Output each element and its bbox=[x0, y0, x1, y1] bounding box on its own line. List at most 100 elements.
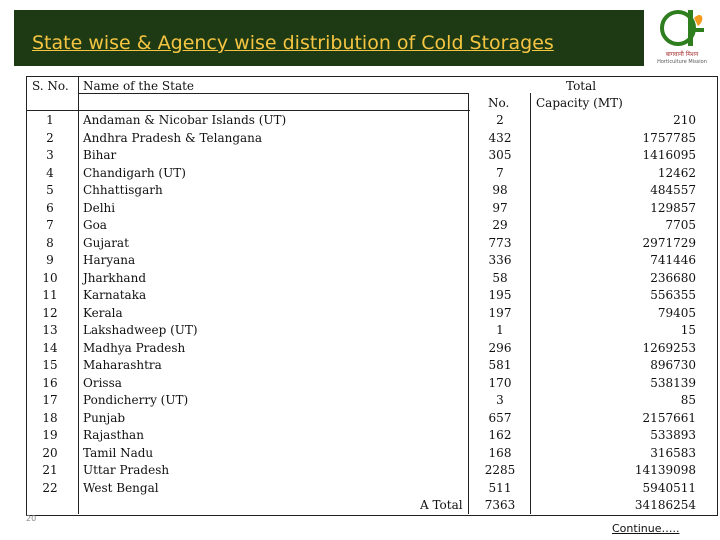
row-capacity: 210 bbox=[673, 113, 696, 127]
row-capacity: 79405 bbox=[657, 305, 696, 320]
header-rule-left bbox=[26, 110, 78, 111]
row-no: 511 bbox=[488, 480, 512, 495]
row-state-name: Rajasthan bbox=[83, 428, 144, 442]
row-no: 168 bbox=[488, 445, 512, 460]
table-row: 4 Chandigarh (UT) 7 12462 bbox=[0, 166, 720, 183]
table-row: 3 Bihar 305 1416095 bbox=[0, 148, 720, 165]
table-row: 18 Punjab 657 2157661 bbox=[0, 411, 720, 428]
page-number: 20 bbox=[26, 514, 37, 523]
row-state-name: Goa bbox=[83, 218, 107, 232]
column-divider-capacity bbox=[530, 93, 531, 514]
table-row: 20 Tamil Nadu 168 316583 bbox=[0, 446, 720, 463]
row-no: 98 bbox=[492, 183, 508, 197]
table-row: 22 West Bengal 511 5940511 bbox=[0, 481, 720, 498]
row-no: 7 bbox=[496, 165, 504, 180]
table-row: 6 Delhi 97 129857 bbox=[0, 201, 720, 218]
row-no: 432 bbox=[488, 130, 512, 145]
logo-icon bbox=[660, 10, 704, 46]
row-sno: 7 bbox=[46, 218, 54, 232]
row-sno: 6 bbox=[46, 200, 54, 215]
row-no: 2 bbox=[496, 113, 504, 127]
row-sno: 10 bbox=[42, 270, 58, 285]
row-state-name: Uttar Pradesh bbox=[83, 463, 170, 477]
row-state-name: Haryana bbox=[83, 253, 136, 267]
row-sno: 2 bbox=[46, 130, 54, 145]
row-no: 29 bbox=[492, 218, 508, 232]
row-state-name: Pondicherry (UT) bbox=[83, 393, 189, 407]
row-no: 336 bbox=[488, 253, 512, 267]
row-capacity: 2157661 bbox=[642, 410, 696, 425]
table-row: 1 Andaman & Nicobar Islands (UT) 2 210 bbox=[0, 113, 720, 130]
row-sno: 4 bbox=[46, 165, 54, 180]
row-sno: 8 bbox=[46, 235, 54, 250]
row-state-name: Madhya Pradesh bbox=[83, 340, 186, 355]
row-sno: 5 bbox=[46, 183, 54, 197]
row-state-name: Karnataka bbox=[83, 288, 147, 302]
page-title: State wise & Agency wise distribution of… bbox=[32, 32, 554, 54]
header-state-name: Name of the State bbox=[83, 79, 195, 93]
row-capacity: 1416095 bbox=[642, 148, 696, 162]
row-no: 97 bbox=[492, 200, 508, 215]
row-no: 657 bbox=[488, 410, 512, 425]
row-capacity: 85 bbox=[680, 393, 696, 407]
table-row: 13 Lakshadweep (UT) 1 15 bbox=[0, 323, 720, 340]
row-state-name: West Bengal bbox=[83, 480, 159, 495]
row-no: 773 bbox=[488, 235, 512, 250]
header-total: Total bbox=[566, 79, 597, 93]
row-state-name: Andhra Pradesh & Telangana bbox=[83, 130, 263, 145]
table-row: 14 Madhya Pradesh 296 1269253 bbox=[0, 341, 720, 358]
logo-caption-hindi: बागवानी मिशन bbox=[665, 51, 699, 58]
row-state-name: Orissa bbox=[83, 375, 122, 390]
row-capacity: 2971729 bbox=[642, 235, 696, 250]
table-frame bbox=[26, 76, 718, 516]
row-capacity: 1757785 bbox=[642, 130, 696, 145]
row-sno: 16 bbox=[42, 375, 58, 390]
row-capacity: 236680 bbox=[650, 270, 696, 285]
table-row: 19 Rajasthan 162 533893 bbox=[0, 428, 720, 445]
row-no: 1 bbox=[496, 323, 504, 337]
title-band: State wise & Agency wise distribution of… bbox=[14, 10, 644, 66]
row-state-name: Bihar bbox=[83, 148, 117, 162]
row-sno: 20 bbox=[42, 445, 58, 460]
row-no: 3 bbox=[496, 393, 504, 407]
continue-link[interactable]: Continue….. bbox=[612, 522, 680, 535]
total-no: 7363 bbox=[484, 498, 516, 512]
row-state-name: Maharashtra bbox=[83, 358, 162, 372]
title-bar: State wise & Agency wise distribution of… bbox=[0, 0, 720, 72]
table-row: 9 Haryana 336 741446 bbox=[0, 253, 720, 270]
total-capacity: 34186254 bbox=[634, 498, 696, 512]
row-no: 162 bbox=[488, 428, 512, 442]
row-state-name: Delhi bbox=[83, 200, 116, 215]
row-sno: 9 bbox=[46, 253, 54, 267]
row-state-name: Chhattisgarh bbox=[83, 183, 163, 197]
row-no: 296 bbox=[488, 340, 512, 355]
table-row: 15 Maharashtra 581 896730 bbox=[0, 358, 720, 375]
table-row: 10 Jharkhand 58 236680 bbox=[0, 271, 720, 288]
table-row: 12 Kerala 197 79405 bbox=[0, 306, 720, 323]
row-state-name: Punjab bbox=[83, 410, 126, 425]
row-no: 305 bbox=[488, 148, 512, 162]
row-capacity: 741446 bbox=[650, 253, 696, 267]
row-capacity: 896730 bbox=[650, 358, 696, 372]
row-capacity: 316583 bbox=[650, 445, 696, 460]
row-state-name: Andaman & Nicobar Islands (UT) bbox=[83, 113, 287, 127]
row-sno: 14 bbox=[42, 340, 58, 355]
table-row: 8 Gujarat 773 2971729 bbox=[0, 236, 720, 253]
row-sno: 21 bbox=[42, 463, 58, 477]
row-capacity: 14139098 bbox=[634, 463, 696, 477]
column-divider bbox=[78, 76, 79, 514]
row-state-name: Lakshadweep (UT) bbox=[83, 323, 198, 337]
header-rule bbox=[78, 93, 468, 94]
column-divider-total bbox=[468, 93, 469, 514]
table-row: 17 Pondicherry (UT) 3 85 bbox=[0, 393, 720, 410]
row-sno: 19 bbox=[42, 428, 58, 442]
header-capacity: Capacity (MT) bbox=[536, 96, 623, 110]
row-no: 58 bbox=[492, 270, 508, 285]
row-sno: 17 bbox=[42, 393, 58, 407]
header-sno: S. No. bbox=[32, 79, 69, 93]
table-row: 2 Andhra Pradesh & Telangana 432 1757785 bbox=[0, 131, 720, 148]
row-capacity: 129857 bbox=[650, 200, 696, 215]
row-capacity: 12462 bbox=[657, 165, 696, 180]
table-row: 21 Uttar Pradesh 2285 14139098 bbox=[0, 463, 720, 480]
row-no: 197 bbox=[488, 305, 512, 320]
